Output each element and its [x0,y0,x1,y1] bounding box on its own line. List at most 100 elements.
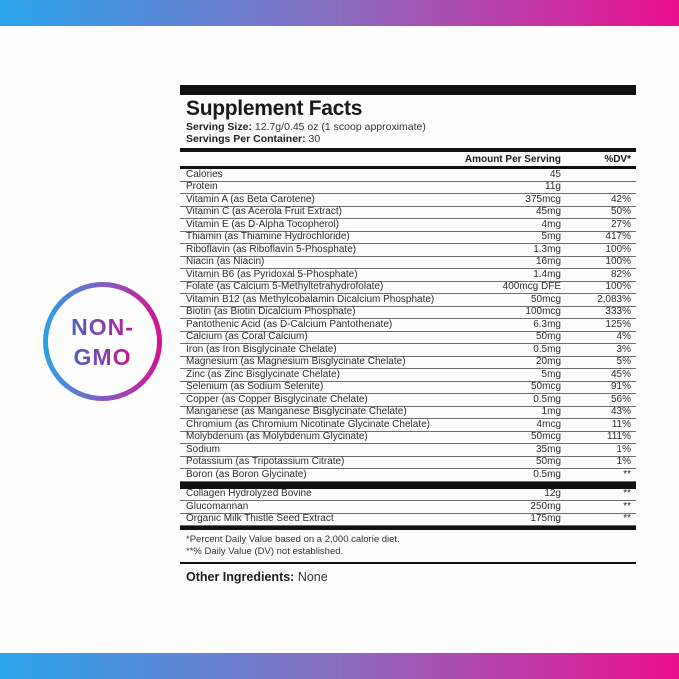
divider-thick [180,166,636,169]
nutrient-name: Protein [186,181,218,193]
nutrient-dv: 100% [605,256,631,268]
nutrient-name: Vitamin C (as Acerola Fruit Extract) [186,206,342,218]
nutrient-name: Vitamin B6 (as Pyridoxal 5-Phosphate) [186,268,358,280]
amount-per-serving-header: Amount Per Serving [464,153,561,165]
nutrient-row: Boron (as Boron Glycinate) 0.5mg ** [180,469,636,482]
nutrient-dv: 43% [610,406,631,418]
nutrient-name: Potassium (as Tripotassium Citrate) [186,456,345,468]
nutrient-dv: 100% [605,281,631,293]
nutrient-row: Manganese (as Manganese Bisglycinate Che… [180,406,636,419]
nutrient-amount: 35mg [535,443,561,455]
nutrient-name: Vitamin E (as D-Alpha Tocopherol) [186,218,340,230]
nutrient-dv: 1% [616,443,631,455]
supplement-facts-panel: Supplement Facts Serving Size: 12.7g/0.4… [180,85,636,584]
nutrient-name: Calcium (as Coral Calcium) [186,331,308,343]
nutrient-dv: 27% [610,218,631,230]
top-gradient-bar [0,0,679,26]
servings-label: Servings Per Container: [186,133,306,145]
nutrient-row: Vitamin E (as D-Alpha Tocopherol) 4mg 27… [180,219,636,232]
nutrient-name: Riboflavin (as Riboflavin 5-Phosphate) [186,243,357,255]
nutrient-name: Pantothenic Acid (as D-Calcium Pantothen… [186,318,393,330]
nutrient-name: Magnesium (as Magnesium Bisglycinate Che… [186,356,406,368]
nutrient-row: Zinc (as Zinc Bisglycinate Chelate) 5mg … [180,369,636,382]
servings-value: 30 [305,133,321,145]
nutrient-rows: Calories 45 Protein 11g Vitamin A (as Be… [180,169,636,482]
nutrient-dv: 125% [605,318,631,330]
nutrient-name: Boron (as Boron Glycinate) [186,468,307,480]
divider-thin [180,562,636,564]
nutrient-name: Thiamin (as Thiamine Hydrochloride) [186,231,350,243]
nutrient-name: Vitamin A (as Beta Carotene) [186,193,315,205]
nutrient-amount: 100mcg [525,306,561,318]
ingredient-name: Glucomannan [186,500,249,512]
nutrient-row: Magnesium (as Magnesium Bisglycinate Che… [180,356,636,369]
nutrient-amount: 50mg [535,456,561,468]
nutrient-amount: 400mcg DFE [502,281,561,293]
footnotes: *Percent Daily Value based on a 2,000 ca… [180,530,636,560]
nutrient-amount: 1.3mg [533,243,561,255]
ingredient-amount: 250mg [530,500,561,512]
nutrient-amount: 0.5mg [533,393,561,405]
nutrient-dv: 91% [610,381,631,393]
nutrient-amount: 6.3mg [533,318,561,330]
other-ingredients-value: None [294,570,328,584]
nutrient-amount: 50mcg [530,381,561,393]
nutrient-row: Chromium (as Chromium Nicotinate Glycina… [180,419,636,432]
table-header-row: Amount Per Serving %DV* [180,152,636,166]
ingredient-row: Collagen Hydrolyzed Bovine 12g ** [180,488,636,501]
nutrient-name: Copper (as Copper Bisglycinate Chelate) [186,393,368,405]
nutrient-amount: 50mcg [530,431,561,443]
serving-size-value: 12.7g/0.45 oz (1 scoop approximate) [251,121,426,133]
nutrient-amount: 1.4mg [533,268,561,280]
nutrient-name: Zinc (as Zinc Bisglycinate Chelate) [186,368,340,380]
nutrient-dv: 50% [610,206,631,218]
nutrient-dv: 111% [606,431,631,443]
nutrient-dv: 82% [610,268,631,280]
section-divider-bar [180,481,636,489]
servings-per-container-line: Servings Per Container: 30 [180,133,636,145]
nutrient-name: Chromium (as Chromium Nicotinate Glycina… [186,418,430,430]
nutrient-row: Niacin (as Niacin) 16mg 100% [180,256,636,269]
nutrient-name: Molybdenum (as Molybdenum Glycinate) [186,431,368,443]
panel-top-black-bar [180,85,636,95]
panel-title: Supplement Facts [186,97,363,120]
nutrient-row: Riboflavin (as Riboflavin 5-Phosphate) 1… [180,244,636,257]
nutrient-dv: 333% [605,306,631,318]
nutrient-amount: 0.5mg [533,343,561,355]
ingredient-dv: ** [623,500,631,512]
ingredient-name: Organic Milk Thistle Seed Extract [186,513,334,525]
nutrient-dv: 1% [616,456,631,468]
non-gmo-text-line2: GMO [73,343,132,370]
nutrient-row: Protein 11g [180,181,636,194]
nutrient-amount: 375mcg [525,193,561,205]
nutrient-dv: ** [623,468,631,480]
nutrient-dv: 100% [605,243,631,255]
nutrient-name: Sodium [186,443,220,455]
nutrient-dv: 417% [605,231,631,243]
nutrient-row: Potassium (as Tripotassium Citrate) 50mg… [180,456,636,469]
nutrient-amount: 5mg [541,368,561,380]
nutrient-row: Vitamin A (as Beta Carotene) 375mcg 42% [180,194,636,207]
serving-size-line: Serving Size: 12.7g/0.45 oz (1 scoop app… [180,121,636,133]
non-gmo-badge: NON- GMO [43,282,162,401]
nutrient-dv: 3% [616,343,631,355]
nutrient-row: Selenium (as Sodium Selenite) 50mcg 91% [180,381,636,394]
nutrient-name: Calories [186,168,223,180]
nutrient-amount: 1mg [541,406,561,418]
nutrient-row: Iron (as Iron Bisglycinate Chelate) 0.5m… [180,344,636,357]
nutrient-amount: 45mg [535,206,561,218]
divider-thick [180,526,636,530]
non-gmo-text-line1: NON- [71,313,134,340]
nutrient-row: Folate (as Calcium 5-Methyltetrahydrofol… [180,281,636,294]
non-gmo-badge-inner: NON- GMO [48,287,157,396]
nutrient-dv: 11% [611,418,631,430]
footnote-not-established: **% Daily Value (DV) not established. [186,545,344,557]
serving-size-label: Serving Size: [186,121,252,133]
nutrient-row: Calories 45 [180,169,636,182]
extra-ingredient-rows: Collagen Hydrolyzed Bovine 12g ** Glucom… [180,488,636,526]
nutrient-amount: 5mg [541,231,561,243]
nutrient-name: Niacin (as Niacin) [186,256,265,268]
nutrient-amount: 11g [545,181,561,193]
nutrient-name: Manganese (as Manganese Bisglycinate Che… [186,406,407,418]
ingredient-row: Organic Milk Thistle Seed Extract 175mg … [180,513,636,526]
